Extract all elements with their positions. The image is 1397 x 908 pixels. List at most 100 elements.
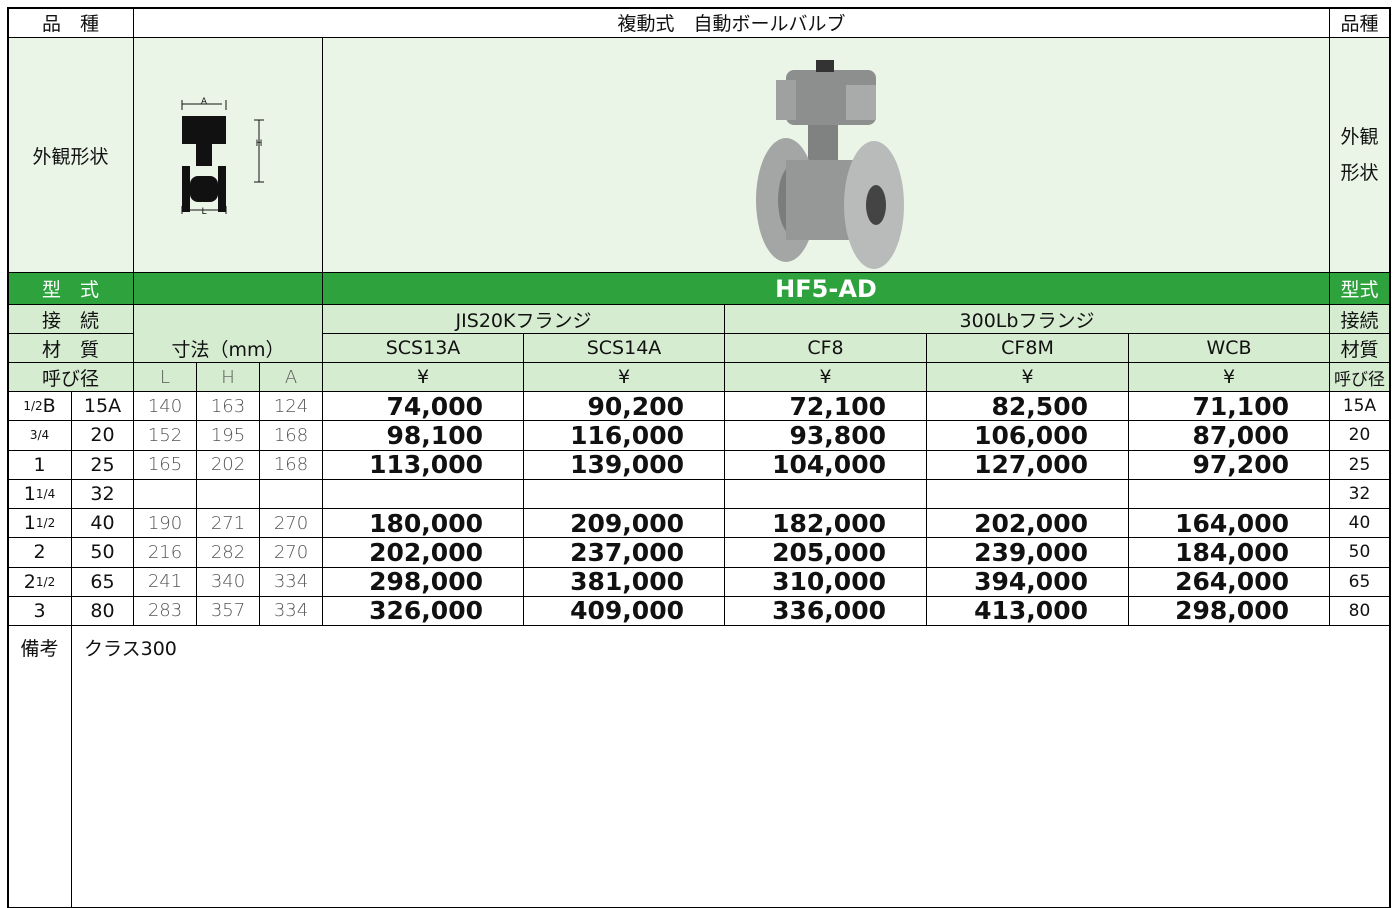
price bbox=[524, 479, 725, 509]
dimension-value: 271 bbox=[197, 509, 260, 539]
dimension-value: 270 bbox=[260, 538, 323, 568]
price: 106,000 bbox=[927, 421, 1129, 451]
header-label-right: 品種 bbox=[1330, 8, 1390, 38]
material-name: SCS13A bbox=[323, 334, 524, 363]
price: 326,000 bbox=[323, 596, 524, 626]
model-blank bbox=[134, 273, 323, 305]
price: 394,000 bbox=[927, 567, 1129, 597]
nominal-size: 40 bbox=[72, 509, 134, 539]
price: 164,000 bbox=[1129, 509, 1330, 539]
price: 87,000 bbox=[1129, 421, 1330, 451]
price: 239,000 bbox=[927, 538, 1129, 568]
product-photo bbox=[323, 38, 1330, 273]
connection-label-right: 接続 bbox=[1330, 305, 1390, 334]
price: 298,000 bbox=[323, 567, 524, 597]
dimension-value: 190 bbox=[134, 509, 197, 539]
dimension-value: 340 bbox=[197, 567, 260, 597]
price: 180,000 bbox=[323, 509, 524, 539]
material-name: CF8M bbox=[927, 334, 1129, 363]
price: 381,000 bbox=[524, 567, 725, 597]
model-value: HF5-AD bbox=[323, 273, 1330, 305]
dimension-value: 357 bbox=[197, 596, 260, 626]
dimension-diagram: A H L bbox=[134, 38, 323, 273]
diagram-label: L bbox=[201, 207, 206, 217]
nominal-size-right: 40 bbox=[1330, 509, 1390, 539]
currency: ¥ bbox=[725, 363, 927, 392]
nominal-size-right: 80 bbox=[1330, 596, 1390, 626]
price: 139,000 bbox=[524, 450, 725, 480]
nominal-size: 80 bbox=[72, 596, 134, 626]
price: 298,000 bbox=[1129, 596, 1330, 626]
model-label-right: 型式 bbox=[1330, 273, 1390, 305]
price: 209,000 bbox=[524, 509, 725, 539]
inch-whole: 1 bbox=[23, 482, 36, 505]
price: 205,000 bbox=[725, 538, 927, 568]
inch-whole: 3 bbox=[33, 599, 46, 622]
material-label-right: 材質 bbox=[1330, 334, 1390, 363]
material-label: 材 質 bbox=[8, 334, 134, 363]
dimension-value bbox=[260, 479, 323, 509]
inch-size: 1 1/2 bbox=[8, 509, 72, 539]
price: 202,000 bbox=[323, 538, 524, 568]
price: 237,000 bbox=[524, 538, 725, 568]
dimension-value bbox=[134, 479, 197, 509]
connection-group: 300Lbフランジ bbox=[725, 305, 1330, 334]
currency: ¥ bbox=[323, 363, 524, 392]
dimension-value: 334 bbox=[260, 596, 323, 626]
valve-image bbox=[756, 60, 904, 269]
material-name: CF8 bbox=[725, 334, 927, 363]
price: 409,000 bbox=[524, 596, 725, 626]
dimension-value: 168 bbox=[260, 450, 323, 480]
price: 413,000 bbox=[927, 596, 1129, 626]
price: 127,000 bbox=[927, 450, 1129, 480]
price: 184,000 bbox=[1129, 538, 1330, 568]
material-name: SCS14A bbox=[524, 334, 725, 363]
inch-size: 2 1/2 bbox=[8, 567, 72, 597]
dimension-value: 152 bbox=[134, 421, 197, 451]
dimension-value: 270 bbox=[260, 509, 323, 539]
dimension-value bbox=[197, 479, 260, 509]
size-label: 呼び径 bbox=[8, 363, 134, 392]
price: 116,000 bbox=[524, 421, 725, 451]
remarks-text: クラス300 bbox=[72, 626, 1390, 908]
price: 90,200 bbox=[524, 392, 725, 422]
price: 93,800 bbox=[725, 421, 927, 451]
dimension-value: 282 bbox=[197, 538, 260, 568]
inch-size: 2 bbox=[8, 538, 72, 568]
nominal-size: 15A bbox=[72, 392, 134, 422]
diagram-label: A bbox=[201, 97, 208, 107]
price: 72,100 bbox=[725, 392, 927, 422]
dimension-name: A bbox=[260, 363, 323, 392]
inch-fraction: 3/4 bbox=[29, 428, 50, 443]
inch-size: 1/2 B bbox=[8, 392, 72, 422]
size-label-right: 呼び径 bbox=[1330, 363, 1390, 392]
connection-group: JIS20Kフランジ bbox=[323, 305, 725, 334]
inch-fraction: 1/2 bbox=[35, 574, 56, 589]
inch-whole: 2 bbox=[33, 541, 46, 564]
nominal-size: 32 bbox=[72, 479, 134, 509]
inch-size: 3 bbox=[8, 596, 72, 626]
header-label: 品 種 bbox=[8, 8, 134, 38]
appearance-label-right-line: 形状 bbox=[1340, 162, 1379, 184]
dimension-value: 283 bbox=[134, 596, 197, 626]
dimension-value: 165 bbox=[134, 450, 197, 480]
dimension-value: 216 bbox=[134, 538, 197, 568]
connection-blank bbox=[134, 305, 323, 334]
nominal-size-right: 50 bbox=[1330, 538, 1390, 568]
nominal-size: 50 bbox=[72, 538, 134, 568]
inch-size: 3/4 bbox=[8, 421, 72, 451]
nominal-size: 25 bbox=[72, 450, 134, 480]
price: 98,100 bbox=[323, 421, 524, 451]
nominal-size-right: 65 bbox=[1330, 567, 1390, 597]
remarks-label: 備考 bbox=[8, 626, 72, 908]
appearance-label: 外観形状 bbox=[8, 38, 134, 273]
model-label: 型 式 bbox=[8, 273, 134, 305]
inch-whole: 1 bbox=[33, 453, 46, 476]
price bbox=[323, 479, 524, 509]
dimension-value: 140 bbox=[134, 392, 197, 422]
nominal-size-right: 15A bbox=[1330, 392, 1390, 422]
dimension-value: 124 bbox=[260, 392, 323, 422]
price: 104,000 bbox=[725, 450, 927, 480]
dimension-value: 241 bbox=[134, 567, 197, 597]
price: 82,500 bbox=[927, 392, 1129, 422]
